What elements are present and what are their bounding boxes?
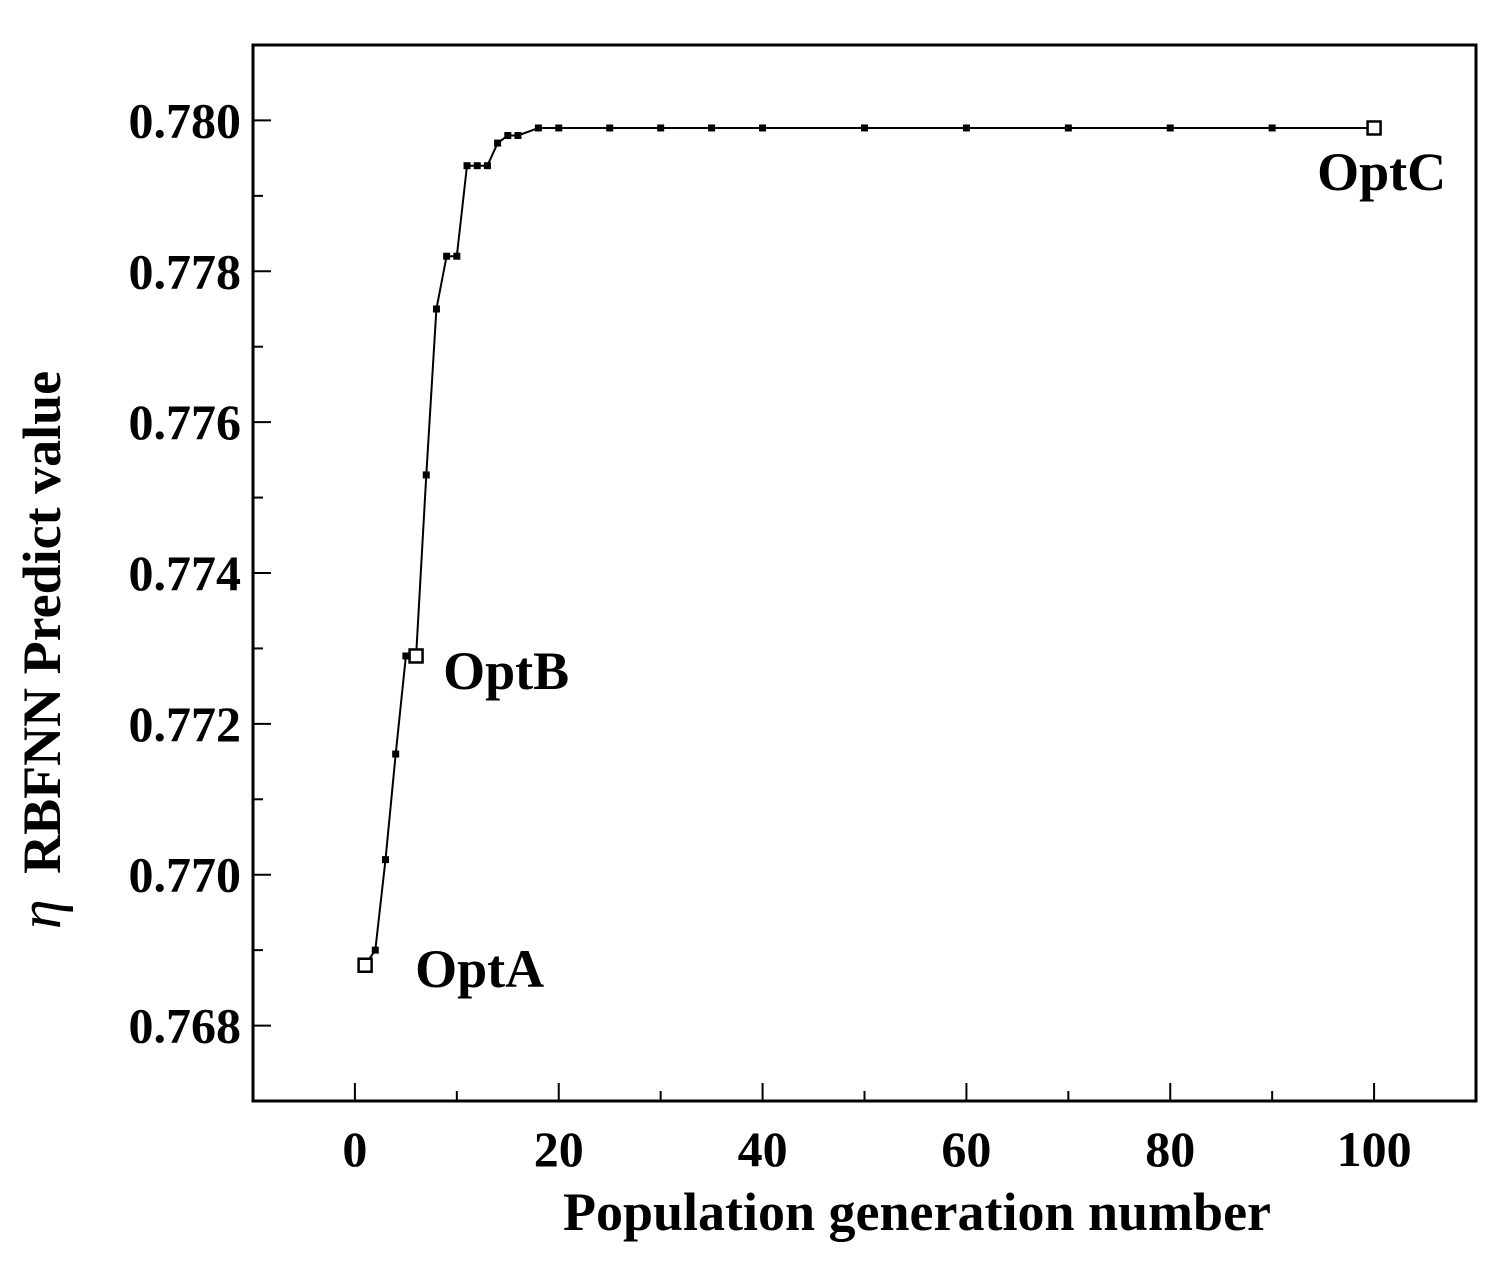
annotation-label: OptA [415, 939, 544, 999]
data-point [504, 132, 512, 140]
data-point [962, 124, 970, 132]
data-point [422, 471, 430, 479]
data-point [463, 162, 471, 170]
annotation-marker [408, 648, 424, 664]
data-point [443, 252, 451, 260]
x-tick-label: 20 [534, 1121, 584, 1177]
data-point [381, 856, 389, 864]
series-path [364, 127, 1375, 966]
x-axis-ticks: 0 20 40 60 80 100 [252, 1083, 1477, 1177]
y-axis-ticks: 0.768 0.770 0.772 0.774 0.776 0.778 0.780 [129, 44, 271, 1102]
data-point [392, 750, 400, 758]
x-tick-label: 100 [1337, 1121, 1412, 1177]
data-point [606, 124, 614, 132]
y-tick-label: 0.770 [129, 847, 242, 903]
y-tick-label: 0.768 [129, 998, 242, 1054]
data-point [371, 946, 379, 954]
data-point [555, 124, 563, 132]
x-tick-label: 40 [738, 1121, 788, 1177]
annotation-marker [357, 957, 373, 973]
annotation-marker [1366, 120, 1382, 136]
data-point [657, 124, 665, 132]
data-point [1268, 124, 1276, 132]
data-point [1064, 124, 1072, 132]
x-tick-label: 0 [342, 1121, 367, 1177]
data-point [514, 132, 522, 140]
data-point [861, 124, 868, 132]
annotation-label: OptB [443, 641, 569, 701]
data-point [483, 162, 491, 170]
data-point [708, 124, 716, 132]
series-line [361, 124, 1378, 969]
x-tick-label: 60 [941, 1121, 991, 1177]
y-tick-label: 0.780 [129, 92, 242, 148]
x-tick-label: 80 [1145, 1121, 1195, 1177]
data-point [494, 139, 502, 147]
data-point [402, 652, 410, 660]
y-axis-symbol: η [7, 899, 73, 929]
x-axis-title: Population generation number [563, 1182, 1271, 1242]
annotations: OptA OptB OptC [357, 120, 1446, 999]
data-point [1166, 124, 1174, 132]
y-axis-label: RBFNN Predict value [12, 371, 72, 874]
data-point [473, 162, 481, 170]
data-point [759, 124, 767, 132]
data-point [432, 305, 440, 313]
annotation-label: OptC [1317, 142, 1446, 202]
data-point [534, 124, 542, 132]
y-tick-label: 0.774 [129, 545, 242, 601]
y-axis-title: η RBFNN Predict value [7, 371, 73, 929]
y-tick-label: 0.772 [129, 696, 242, 752]
y-tick-label: 0.776 [129, 394, 242, 450]
y-tick-label: 0.778 [129, 243, 242, 299]
data-point [453, 252, 461, 260]
